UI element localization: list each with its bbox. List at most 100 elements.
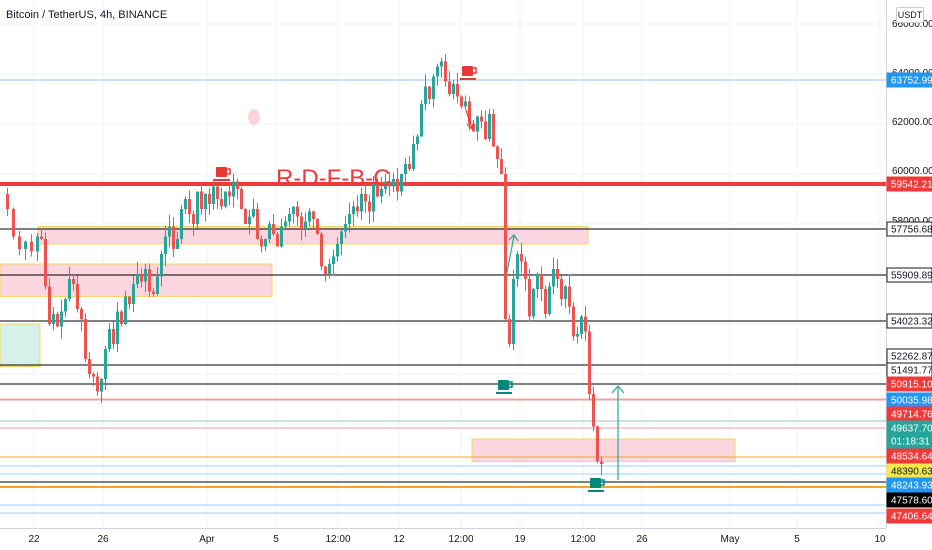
candle bbox=[392, 179, 395, 187]
candle bbox=[520, 254, 523, 262]
candle bbox=[524, 261, 527, 279]
candle bbox=[280, 226, 283, 247]
price-tag-label: 57756.68 bbox=[891, 225, 932, 236]
arrow-down bbox=[465, 109, 473, 129]
candle bbox=[376, 184, 379, 197]
candle bbox=[30, 241, 33, 252]
candle bbox=[600, 461, 603, 464]
candle bbox=[72, 279, 75, 284]
candle bbox=[220, 199, 223, 207]
candle bbox=[180, 209, 183, 239]
price-tag-label: 49637.70 bbox=[891, 424, 932, 435]
candle bbox=[308, 211, 311, 222]
price-tag bbox=[886, 176, 932, 192]
candle bbox=[6, 194, 9, 209]
price-tag bbox=[886, 508, 932, 524]
candle bbox=[504, 174, 507, 319]
x-tick-label: 12:00 bbox=[570, 534, 595, 545]
candle bbox=[18, 236, 21, 249]
candle bbox=[380, 189, 383, 197]
price-tag bbox=[886, 477, 932, 493]
candle bbox=[352, 206, 355, 214]
cup-icon bbox=[496, 380, 513, 394]
candle bbox=[536, 274, 539, 289]
candle bbox=[572, 306, 575, 337]
candle bbox=[60, 311, 63, 327]
candle bbox=[104, 349, 107, 379]
x-tick-label: Apr bbox=[199, 534, 215, 545]
price-tag-label: 47406.64 bbox=[891, 512, 932, 523]
marker-dot bbox=[248, 109, 260, 125]
candle bbox=[584, 316, 587, 332]
candle bbox=[340, 231, 343, 244]
candle bbox=[124, 296, 127, 324]
candle bbox=[268, 224, 271, 239]
candle bbox=[248, 216, 251, 224]
candle bbox=[132, 284, 135, 304]
candle bbox=[560, 279, 563, 299]
candle bbox=[452, 84, 455, 94]
countdown-tag bbox=[886, 433, 932, 449]
y-tick-label: 60000.00 bbox=[892, 166, 932, 177]
candle bbox=[252, 209, 255, 217]
x-tick-label: 12 bbox=[393, 534, 405, 545]
price-tag bbox=[886, 313, 932, 329]
x-tick-label: 26 bbox=[97, 534, 109, 545]
candle bbox=[396, 179, 399, 192]
price-tag-label: 50035.98 bbox=[891, 396, 932, 407]
zone bbox=[471, 438, 736, 462]
candle bbox=[568, 286, 571, 307]
price-tag-label: 52262.87 bbox=[891, 352, 932, 363]
candle bbox=[592, 394, 595, 427]
candle bbox=[40, 236, 43, 239]
price-level-lines bbox=[0, 79, 886, 514]
candle bbox=[556, 269, 559, 279]
candle bbox=[528, 279, 531, 317]
cup-icon bbox=[460, 66, 477, 80]
candle bbox=[92, 374, 95, 377]
arrow-head bbox=[611, 385, 625, 394]
candle bbox=[384, 181, 387, 189]
candle bbox=[412, 144, 415, 169]
candle bbox=[64, 299, 67, 312]
candle bbox=[160, 254, 163, 277]
candle bbox=[236, 181, 239, 189]
candle bbox=[448, 81, 451, 94]
x-tick-label: 26 bbox=[636, 534, 648, 545]
candle bbox=[256, 209, 259, 239]
candle bbox=[408, 164, 411, 169]
x-tick-label: 12:00 bbox=[448, 534, 473, 545]
time-axis: 22 26 Apr 5 12:00 12 12:00 19 12:00 26 May 5 10 bbox=[28, 534, 886, 545]
price-tag-label: 59542.21 bbox=[891, 180, 932, 191]
candle bbox=[456, 84, 459, 97]
candle bbox=[148, 269, 151, 292]
candle bbox=[120, 311, 123, 324]
candle bbox=[492, 114, 495, 147]
candle bbox=[476, 116, 479, 132]
cup-body bbox=[498, 380, 509, 390]
candle bbox=[516, 254, 519, 279]
candle bbox=[244, 209, 247, 224]
price-tag-label: 51491.77 bbox=[891, 366, 932, 377]
candle bbox=[424, 86, 427, 104]
candle bbox=[508, 319, 511, 344]
annotations: R-D-F-B-C bbox=[214, 66, 625, 492]
candle bbox=[276, 234, 279, 247]
candle bbox=[360, 194, 363, 212]
candle bbox=[96, 376, 99, 392]
candle bbox=[356, 206, 359, 212]
candle bbox=[12, 209, 15, 237]
currency-button[interactable]: USDT bbox=[896, 7, 924, 23]
cup-icon bbox=[214, 167, 231, 181]
candle bbox=[312, 211, 315, 219]
candle bbox=[156, 276, 159, 294]
candle bbox=[188, 199, 191, 214]
candle bbox=[320, 234, 323, 267]
candle bbox=[128, 296, 131, 304]
candle bbox=[304, 221, 307, 229]
arrow-head bbox=[508, 234, 519, 242]
candle bbox=[512, 279, 515, 344]
candle bbox=[548, 286, 551, 314]
candle bbox=[240, 189, 243, 209]
